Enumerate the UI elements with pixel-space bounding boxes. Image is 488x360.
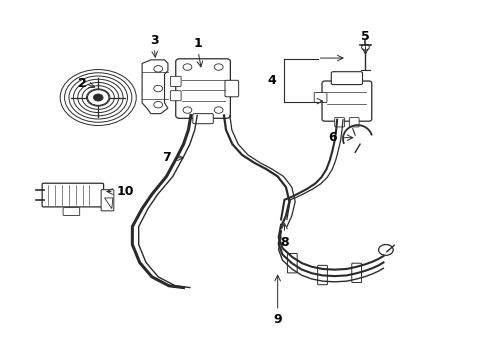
FancyBboxPatch shape [322,81,371,121]
FancyBboxPatch shape [330,72,362,85]
Text: 3: 3 [150,33,158,46]
Text: 9: 9 [273,314,282,327]
Text: 8: 8 [280,235,288,249]
Circle shape [154,85,162,92]
Text: 10: 10 [117,185,134,198]
Text: 1: 1 [193,37,202,50]
FancyBboxPatch shape [101,190,114,211]
Circle shape [361,44,368,50]
Text: 4: 4 [266,74,275,87]
FancyBboxPatch shape [192,114,213,124]
FancyBboxPatch shape [314,93,326,103]
Polygon shape [104,198,113,209]
FancyBboxPatch shape [170,91,181,101]
FancyBboxPatch shape [317,265,327,285]
Circle shape [183,64,191,70]
FancyBboxPatch shape [224,80,238,97]
Polygon shape [142,60,167,114]
FancyBboxPatch shape [175,59,230,118]
Text: 7: 7 [162,151,170,164]
Circle shape [87,90,109,105]
FancyBboxPatch shape [348,118,358,127]
FancyBboxPatch shape [63,208,80,216]
FancyBboxPatch shape [351,263,361,283]
Circle shape [154,102,162,108]
FancyBboxPatch shape [42,183,103,207]
Circle shape [183,107,191,113]
Circle shape [154,66,162,72]
FancyBboxPatch shape [334,118,344,127]
Circle shape [214,64,223,70]
Circle shape [60,69,136,126]
Circle shape [93,94,103,101]
Text: 6: 6 [328,131,336,144]
FancyBboxPatch shape [287,253,297,273]
Text: 5: 5 [360,30,369,43]
Circle shape [214,107,223,113]
FancyBboxPatch shape [170,76,181,86]
Text: 2: 2 [78,77,87,90]
